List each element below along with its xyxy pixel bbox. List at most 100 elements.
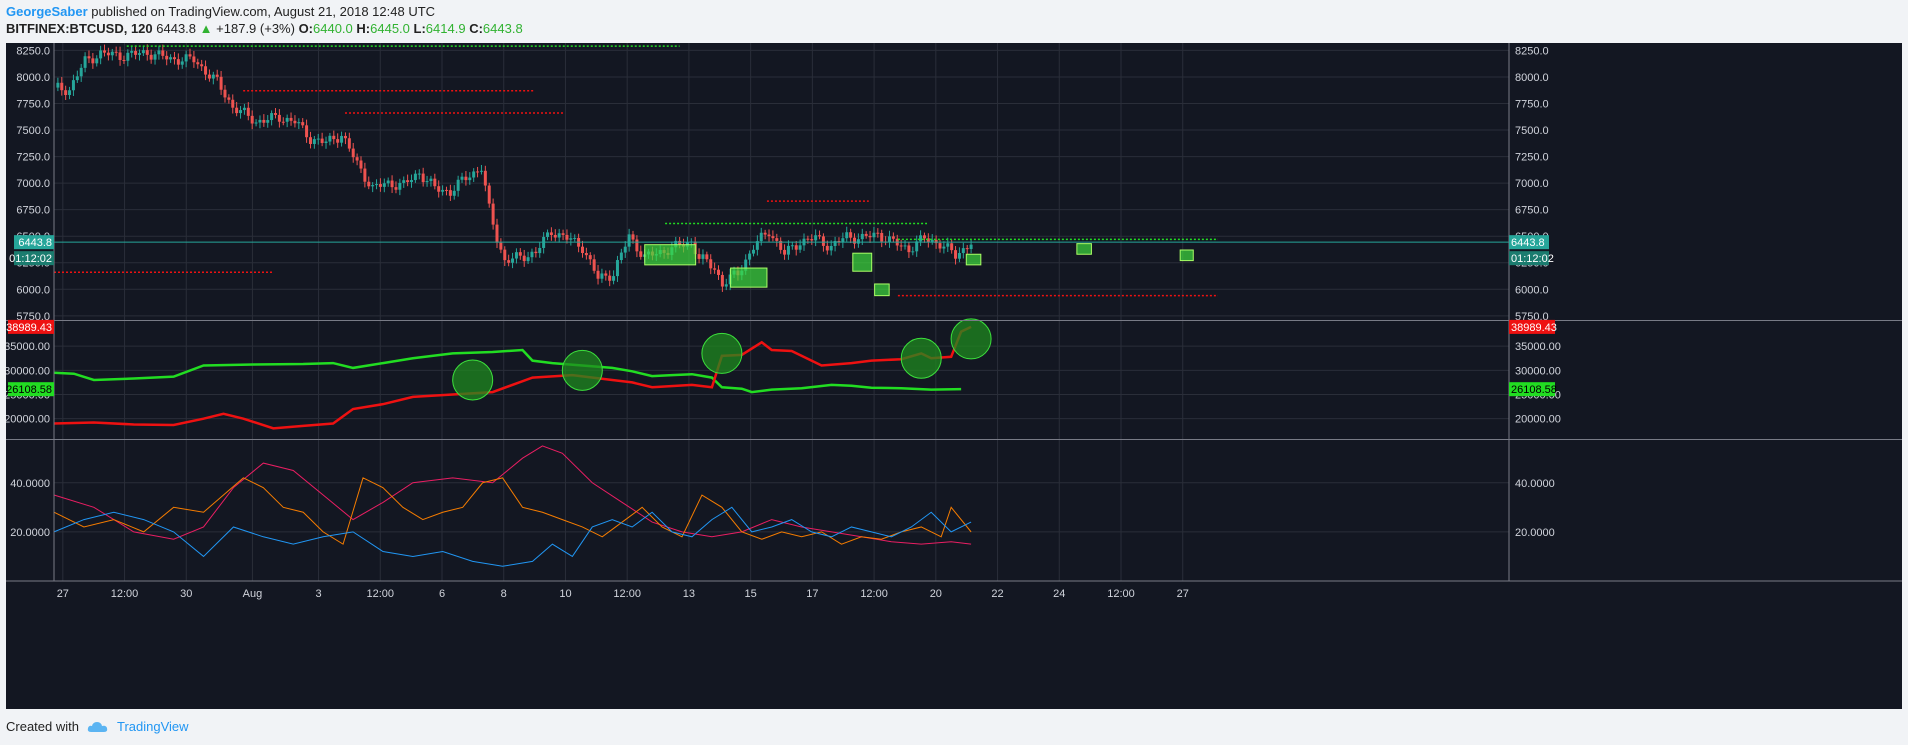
candle-body — [596, 270, 600, 279]
candle-body — [491, 203, 495, 225]
price-right-tick: 8250.0 — [1515, 45, 1549, 57]
candle-body — [887, 236, 891, 243]
candle-body — [464, 176, 468, 181]
candle-body — [204, 66, 208, 75]
candle-body — [495, 224, 499, 243]
balance-badge-left-1-text: 38989.43 — [6, 322, 52, 334]
candle-body — [110, 51, 114, 56]
candle-body — [934, 239, 938, 244]
x-tick-label: 22 — [991, 588, 1003, 600]
candle-body — [437, 186, 441, 192]
high-label: H: — [356, 21, 371, 36]
candle-body — [324, 141, 328, 143]
last-price-badge-left-bg — [14, 235, 54, 250]
candle-body — [569, 238, 573, 240]
oscillator-pane[interactable] — [53, 445, 972, 567]
close-label: C: — [469, 21, 483, 36]
candle-body — [176, 59, 180, 65]
last-price-badge-left: 6443.8 — [14, 235, 54, 250]
candle-body — [798, 245, 802, 250]
chart-svg[interactable]: 27 12:00 30 Aug 3 12:00 6 8 10 12:00 13 15 17 12:00 20… — [4, 43, 1902, 709]
candle-body — [192, 56, 196, 63]
candle-body — [429, 178, 433, 182]
candle-body — [557, 233, 561, 238]
candle-body — [950, 243, 954, 251]
chart-area[interactable]: 27 12:00 30 Aug 3 12:00 6 8 10 12:00 13 15 17 12:00 20… — [4, 43, 1902, 709]
tradingview-brand-link[interactable]: TradingView — [116, 719, 189, 734]
candle-body — [864, 233, 868, 236]
candle-body — [188, 54, 192, 57]
candle-body — [954, 250, 958, 259]
osc-left-tick: 40.0000 — [10, 478, 50, 490]
candle-body — [775, 238, 779, 241]
candle-body — [367, 181, 371, 187]
price-left-tick: 7000.0 — [16, 178, 50, 190]
candle-body — [553, 234, 557, 238]
balance-badge-right-1-bg — [1509, 319, 1555, 334]
candle-body — [297, 122, 301, 124]
osc-left-tick: 20.0000 — [10, 527, 50, 539]
candle-body — [837, 240, 841, 243]
candle-body — [783, 249, 787, 255]
candle-body — [421, 173, 425, 183]
candle-body — [207, 74, 211, 79]
candle-body — [619, 252, 623, 261]
candle-body — [340, 135, 344, 143]
open-value: 6440.0 — [313, 21, 353, 36]
candle-body — [219, 76, 223, 90]
candle-body — [592, 259, 596, 271]
crossover-marker — [452, 359, 494, 401]
candle-body — [814, 235, 818, 241]
candle-body — [922, 235, 926, 239]
candle-body — [126, 52, 130, 61]
candle-body — [483, 170, 487, 186]
candle-body — [444, 189, 448, 191]
candle-body — [343, 135, 347, 139]
candle-body — [759, 232, 763, 242]
candle-body — [231, 99, 235, 108]
balance-right-tick: 20000.00 — [1515, 414, 1561, 426]
price-right-tick: 6000.0 — [1515, 284, 1549, 296]
candle-body — [277, 114, 281, 122]
candle-body — [530, 251, 534, 258]
candle-body — [184, 54, 188, 62]
close-value: 6443.8 — [482, 21, 523, 36]
candle-body — [468, 177, 472, 181]
balance-pane[interactable] — [53, 318, 992, 430]
candle-body — [810, 239, 814, 241]
candle-body — [246, 107, 250, 116]
author-link[interactable]: GeorgeSaber — [6, 4, 88, 19]
candle-body — [534, 251, 538, 254]
x-tick-label: 12:00 — [367, 588, 395, 600]
balance-badge-right-1: 38989.43 — [1509, 319, 1557, 334]
price-right-tick: 8000.0 — [1515, 72, 1549, 84]
x-tick-label: 12:00 — [111, 588, 139, 600]
price-pane[interactable] — [54, 44, 1509, 297]
candle-body — [75, 76, 79, 81]
candle-body — [114, 51, 118, 53]
candle-body — [600, 273, 604, 279]
balance-badge-left-0: 26108.58 — [6, 382, 54, 397]
x-tick-label: 10 — [559, 588, 571, 600]
price-right-tick: 5750.0 — [1515, 311, 1549, 323]
candle-body — [308, 137, 312, 144]
price-right-tick: 7750.0 — [1515, 99, 1549, 111]
candle-body — [942, 246, 946, 249]
candle-body — [825, 245, 829, 251]
candle-body — [829, 245, 833, 251]
highlight-box — [874, 283, 890, 297]
candle-body — [460, 176, 464, 180]
candle-body — [487, 185, 491, 204]
candle-body — [289, 117, 293, 121]
candle-body — [239, 110, 243, 114]
candle-body — [95, 58, 99, 64]
price-left-tick: 6750.0 — [16, 205, 50, 217]
candle-body — [771, 236, 775, 239]
candle-body — [375, 184, 379, 186]
candle-body — [899, 245, 903, 247]
candle-body — [79, 67, 83, 77]
x-tick-label: 13 — [683, 588, 695, 600]
candle-body — [767, 234, 771, 237]
candle-body — [779, 240, 783, 250]
created-with-text: Created with — [6, 719, 79, 734]
